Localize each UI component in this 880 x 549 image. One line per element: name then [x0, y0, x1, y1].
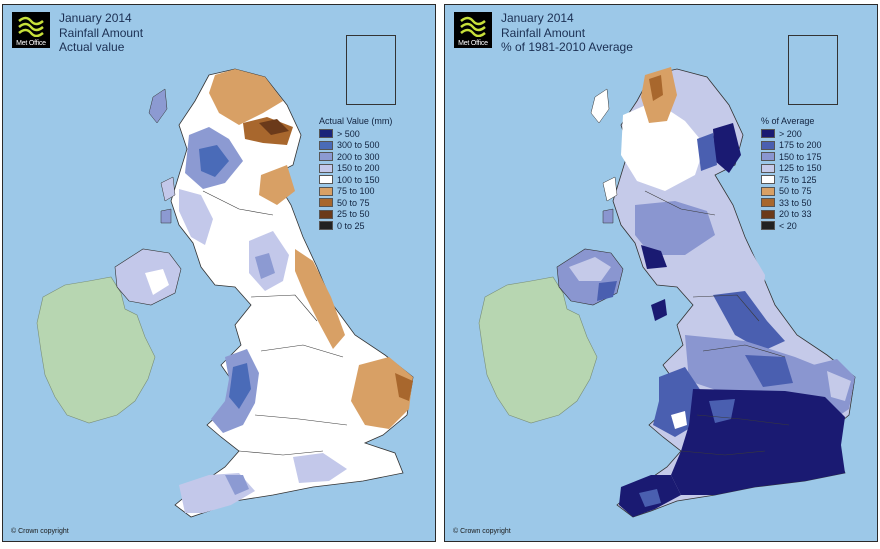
legend-item: 50 to 75	[319, 197, 392, 209]
legend-item: > 200	[761, 128, 822, 140]
legend-swatch	[319, 209, 333, 219]
legend-swatch	[319, 198, 333, 208]
legend-swatch	[319, 163, 333, 173]
legend-label: 0 to 25	[337, 220, 365, 231]
legend-label: 100 to 150	[337, 174, 380, 185]
legend-label: 50 to 75	[779, 186, 812, 197]
legend-item: 300 to 500	[319, 140, 392, 152]
map-panel-percent: Met Office January 2014 Rainfall Amount …	[444, 4, 878, 542]
legend-swatch	[319, 175, 333, 185]
copyright: © Crown copyright	[453, 528, 511, 535]
map-title: January 2014 Rainfall Amount Actual valu…	[59, 11, 143, 55]
legend-item: < 20	[761, 220, 822, 232]
legend-swatch	[761, 209, 775, 219]
met-office-wave-icon	[18, 16, 44, 37]
met-office-wave-icon	[460, 16, 486, 37]
legend: Actual Value (mm) > 500 300 to 500 200 to …	[319, 116, 392, 232]
legend-label: 75 to 100	[337, 186, 375, 197]
title-line-1: January 2014	[59, 11, 132, 25]
legend-title: % of Average	[761, 116, 815, 126]
legend-item: > 500	[319, 128, 392, 140]
legend-swatch	[761, 198, 775, 208]
legend-label: 175 to 200	[779, 140, 822, 151]
legend-label: 150 to 175	[779, 151, 822, 162]
legend-title: Actual Value (mm)	[319, 116, 393, 126]
legend-label: > 500	[337, 128, 360, 139]
met-office-logo: Met Office	[454, 12, 492, 48]
legend-rows: > 500 300 to 500 200 to 300 150 to 200 100 t…	[319, 128, 392, 232]
legend-label: 150 to 200	[337, 163, 380, 174]
legend-rows: > 200 175 to 200 150 to 175 125 to 150 75 to…	[761, 128, 822, 232]
legend-item: 50 to 75	[761, 186, 822, 198]
legend-item: 125 to 150	[761, 163, 822, 175]
logo-text: Met Office	[458, 40, 488, 47]
legend-swatch	[319, 152, 333, 162]
legend-swatch	[319, 221, 333, 231]
uk-map-percent	[478, 46, 856, 518]
ireland-landmass	[478, 276, 598, 424]
legend-label: 20 to 33	[779, 209, 812, 220]
legend-swatch	[319, 186, 333, 196]
legend-label: 50 to 75	[337, 197, 370, 208]
map-title: January 2014 Rainfall Amount % of 1981-2…	[501, 11, 633, 55]
legend-item: 175 to 200	[761, 140, 822, 152]
met-office-logo: Met Office	[12, 12, 50, 48]
legend-swatch	[761, 175, 775, 185]
legend-swatch	[761, 186, 775, 196]
legend-swatch	[761, 221, 775, 231]
legend-label: 200 to 300	[337, 151, 380, 162]
title-line-2: Rainfall Amount	[59, 25, 144, 40]
legend-label: 300 to 500	[337, 140, 380, 151]
legend-item: 0 to 25	[319, 220, 392, 232]
legend-swatch	[761, 163, 775, 173]
legend-item: 150 to 200	[319, 163, 392, 175]
title-line-3: Actual value	[59, 40, 125, 54]
legend-label: 125 to 150	[779, 163, 822, 174]
legend-label: 33 to 50	[779, 197, 812, 208]
legend-label: 75 to 125	[779, 174, 817, 185]
legend-swatch	[319, 140, 333, 150]
legend-swatch	[761, 140, 775, 150]
legend-item: 25 to 50	[319, 209, 392, 221]
legend-label: > 200	[779, 128, 802, 139]
legend-item: 100 to 150	[319, 174, 392, 186]
title-line-3: % of 1981-2010 Average	[501, 40, 633, 54]
legend: % of Average > 200 175 to 200 150 to 175 12…	[761, 116, 822, 232]
legend-swatch	[761, 152, 775, 162]
legend-label: < 20	[779, 220, 797, 231]
legend-swatch	[761, 129, 775, 139]
shetland-inset-box	[788, 35, 838, 105]
legend-item: 150 to 175	[761, 151, 822, 163]
legend-item: 33 to 50	[761, 197, 822, 209]
legend-item: 75 to 125	[761, 174, 822, 186]
shetland-inset-box	[346, 35, 396, 105]
legend-swatch	[319, 129, 333, 139]
ireland-landmass	[36, 276, 156, 424]
title-line-2: Rainfall Amount	[501, 25, 586, 40]
uk-map-actual	[36, 46, 414, 518]
legend-item: 20 to 33	[761, 209, 822, 221]
logo-text: Met Office	[16, 40, 46, 47]
legend-item: 75 to 100	[319, 186, 392, 198]
map-panel-actual: Met Office January 2014 Rainfall Amount …	[2, 4, 436, 542]
copyright: © Crown copyright	[11, 528, 69, 535]
legend-item: 200 to 300	[319, 151, 392, 163]
legend-label: 25 to 50	[337, 209, 370, 220]
title-line-1: January 2014	[501, 11, 574, 25]
